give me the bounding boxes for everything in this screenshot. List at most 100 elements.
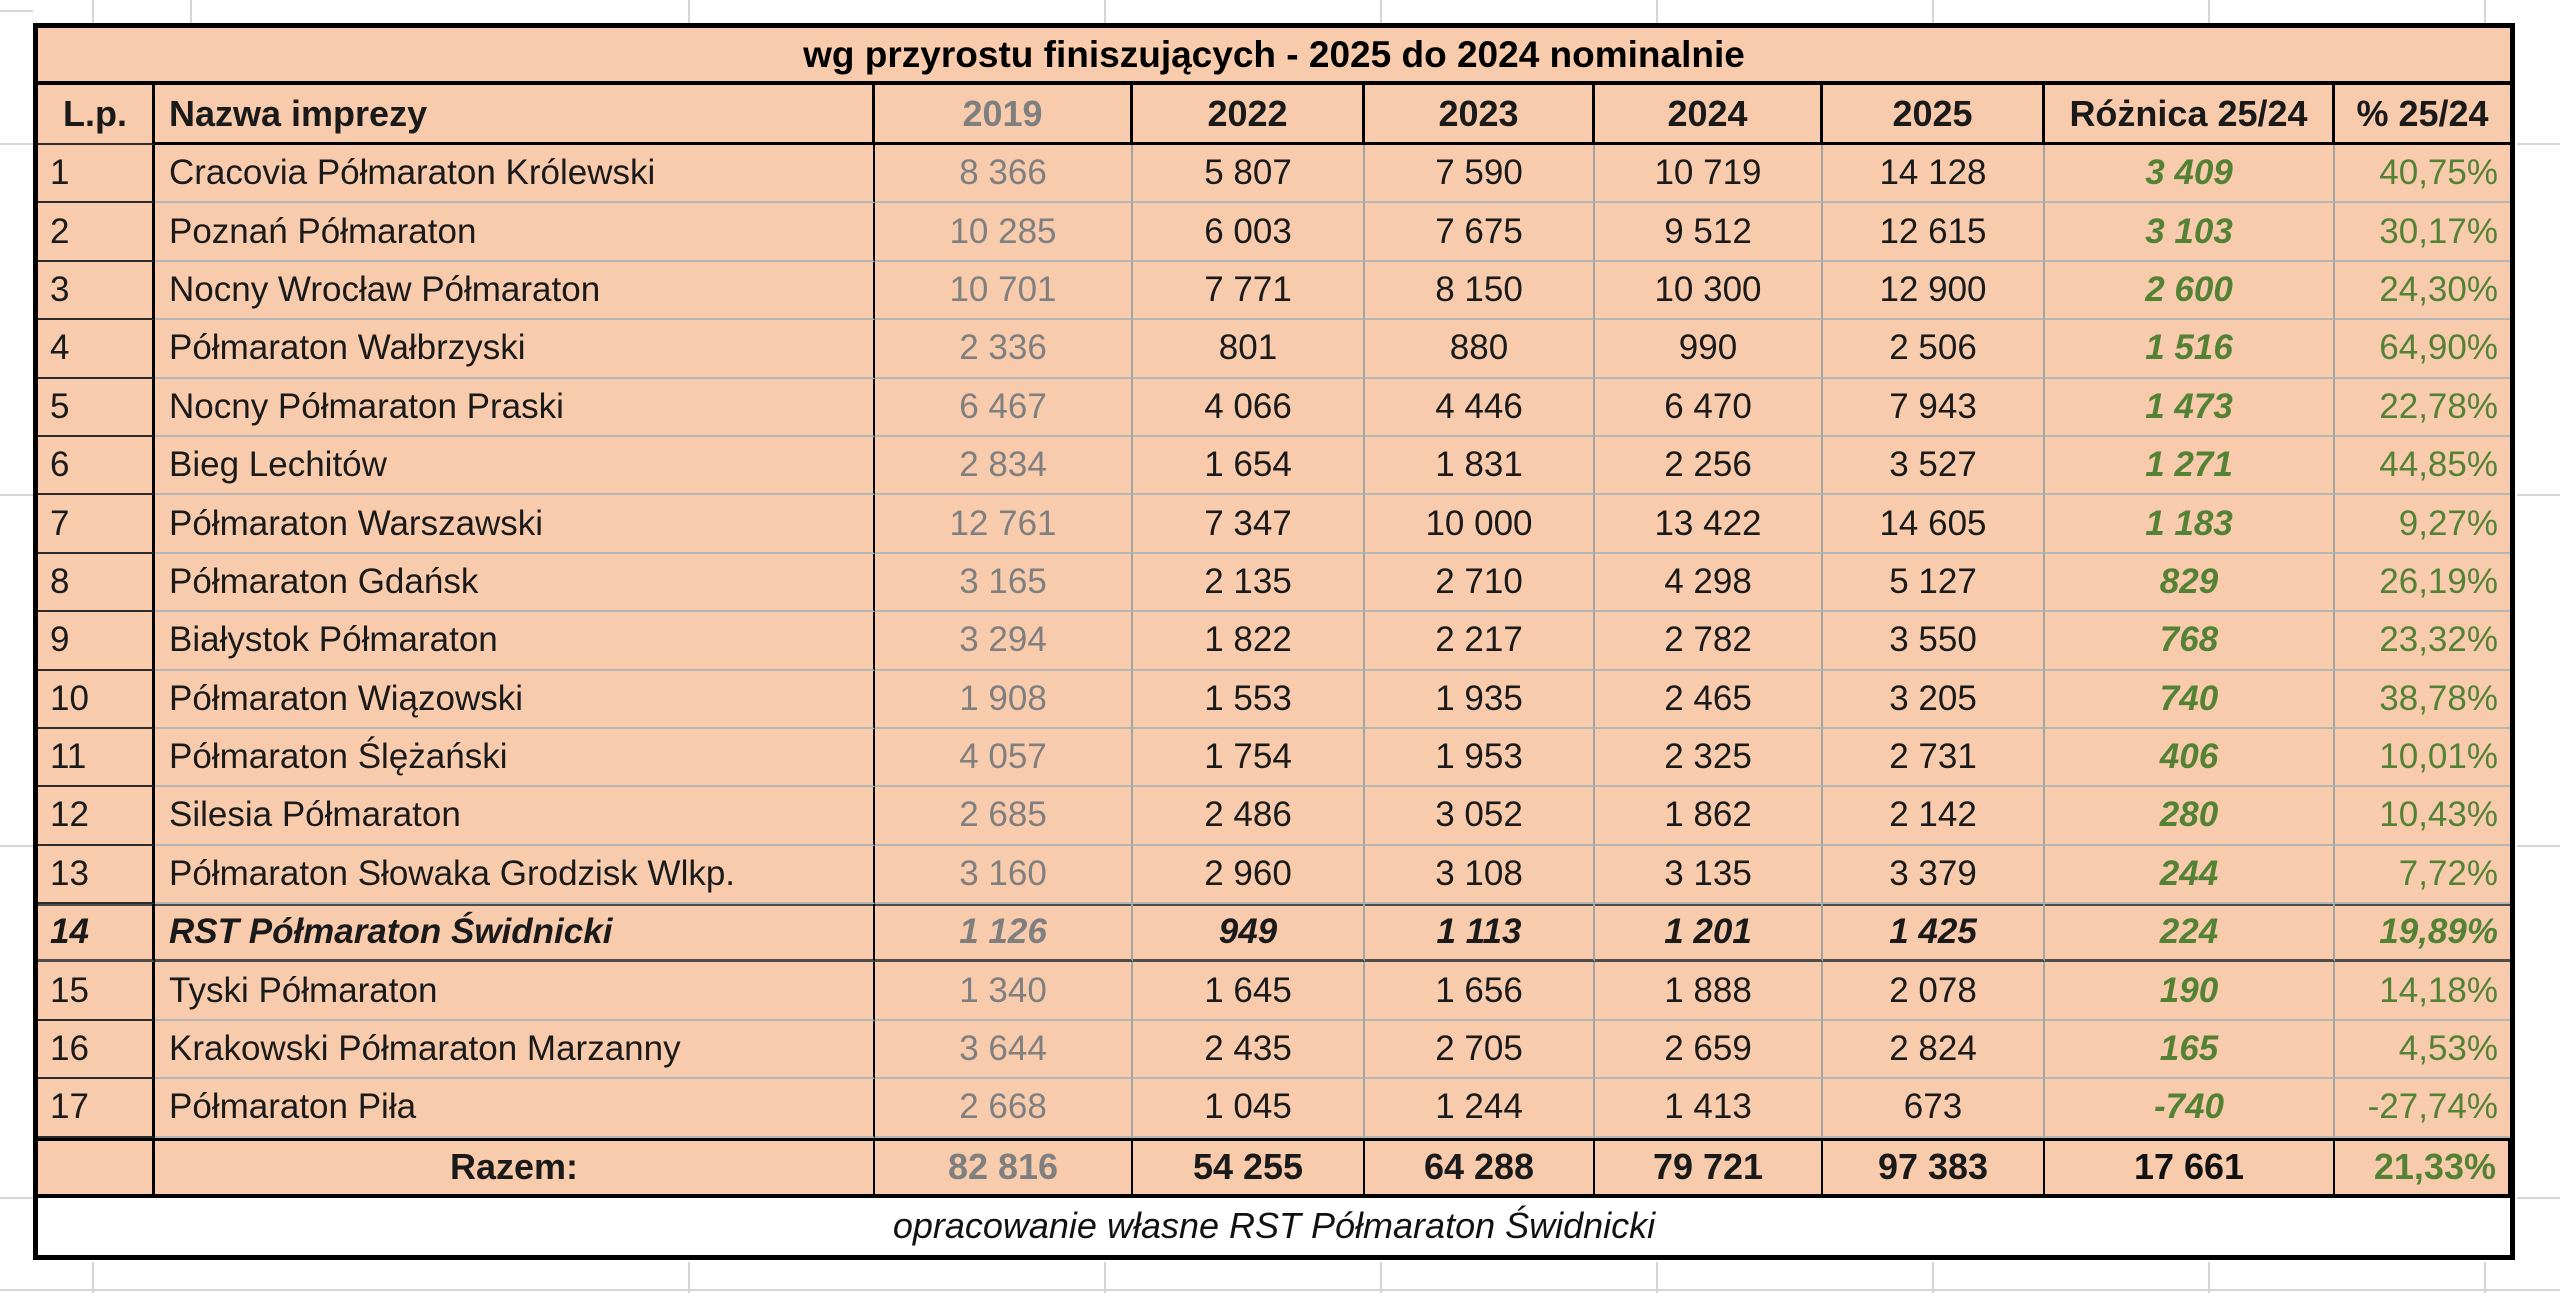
cell-pct-row-10[interactable]: 38,78% [2335,671,2510,729]
cell-name-row-9[interactable]: Białystok Półmaraton [155,612,875,671]
cell-y2019-row-12[interactable]: 2 685 [875,787,1133,846]
cell-lp-row-14[interactable]: 14 [38,904,155,963]
cell-pct-row-12[interactable]: 10,43% [2335,787,2510,846]
cell-diff-row-17[interactable]: -740 [2045,1079,2335,1138]
cell-y2023-row-16[interactable]: 2 705 [1365,1020,1595,1080]
cell-diff-row-1[interactable]: 3 409 [2045,145,2335,204]
cell-y2022-row-8[interactable]: 2 135 [1133,553,1365,613]
cell-y2022-row-17[interactable]: 1 045 [1133,1079,1365,1138]
cell-y2024-row-13[interactable]: 3 135 [1595,845,1823,905]
table-footer-cell[interactable]: opracowanie własne RST Półmaraton Świdni… [38,1197,2510,1255]
cell-y2023-row-15[interactable]: 1 656 [1365,962,1595,1021]
cell-pct-row-7[interactable]: 9,27% [2335,495,2510,554]
cell-pct-row-14[interactable]: 19,89% [2335,904,2510,963]
cell-diff-total[interactable]: 17 661 [2045,1137,2335,1198]
cell-lp-row-9[interactable]: 9 [38,612,155,671]
cell-y2025-row-3[interactable]: 12 900 [1823,261,2045,321]
cell-y2025-row-10[interactable]: 3 205 [1823,670,2045,729]
cell-diff-row-9[interactable]: 768 [2045,612,2335,671]
cell-y2023-row-8[interactable]: 2 710 [1365,553,1595,613]
cell-y2022-row-5[interactable]: 4 066 [1133,378,1365,437]
cell-name-row-2[interactable]: Poznań Półmaraton [155,203,875,262]
cell-diff-row-16[interactable]: 165 [2045,1020,2335,1080]
cell-label-total[interactable]: Razem: [155,1137,875,1198]
cell-pct-row-9[interactable]: 23,32% [2335,612,2510,671]
cell-y2024-row-11[interactable]: 2 325 [1595,728,1823,788]
cell-y2024-row-9[interactable]: 2 782 [1595,612,1823,671]
cell-y2024-row-16[interactable]: 2 659 [1595,1020,1823,1080]
cell-y2019-row-2[interactable]: 10 285 [875,203,1133,262]
cell-name-row-3[interactable]: Nocny Wrocław Półmaraton [155,261,875,321]
cell-diff-row-11[interactable]: 406 [2045,728,2335,788]
header-2025[interactable]: 2025 [1823,85,2045,145]
cell-y2023-row-13[interactable]: 3 108 [1365,845,1595,905]
cell-lp-row-7[interactable]: 7 [38,495,155,554]
cell-name-row-16[interactable]: Krakowski Półmaraton Marzanny [155,1020,875,1080]
cell-y2024-row-2[interactable]: 9 512 [1595,203,1823,262]
cell-name-row-13[interactable]: Półmaraton Słowaka Grodzisk Wlkp. [155,845,875,905]
cell-y2023-row-2[interactable]: 7 675 [1365,203,1595,262]
cell-y2023-row-3[interactable]: 8 150 [1365,261,1595,321]
cell-lp-row-3[interactable]: 3 [38,261,155,321]
cell-lp-row-12[interactable]: 12 [38,787,155,846]
cell-y2023-row-6[interactable]: 1 831 [1365,436,1595,496]
cell-y2023-row-1[interactable]: 7 590 [1365,145,1595,204]
cell-y2025-row-5[interactable]: 7 943 [1823,378,2045,437]
cell-y2022-row-6[interactable]: 1 654 [1133,436,1365,496]
cell-name-row-12[interactable]: Silesia Półmaraton [155,787,875,846]
cell-y2025-row-14[interactable]: 1 425 [1823,904,2045,963]
cell-name-row-17[interactable]: Półmaraton Piła [155,1079,875,1138]
cell-lp-row-11[interactable]: 11 [38,728,155,788]
cell-y2025-row-2[interactable]: 12 615 [1823,203,2045,262]
cell-y2019-row-9[interactable]: 3 294 [875,612,1133,671]
cell-2025-total[interactable]: 97 383 [1823,1137,2045,1198]
cell-y2019-row-14[interactable]: 1 126 [875,904,1133,963]
cell-lp-row-4[interactable]: 4 [38,320,155,379]
cell-pct-row-1[interactable]: 40,75% [2335,145,2510,204]
cell-y2022-row-12[interactable]: 2 486 [1133,787,1365,846]
cell-y2022-row-4[interactable]: 801 [1133,320,1365,379]
cell-y2025-row-6[interactable]: 3 527 [1823,436,2045,496]
cell-name-row-7[interactable]: Półmaraton Warszawski [155,495,875,554]
cell-pct-row-5[interactable]: 22,78% [2335,379,2510,437]
cell-y2022-row-15[interactable]: 1 645 [1133,962,1365,1021]
cell-y2019-row-8[interactable]: 3 165 [875,553,1133,613]
cell-y2025-row-1[interactable]: 14 128 [1823,145,2045,204]
cell-y2019-row-17[interactable]: 2 668 [875,1079,1133,1138]
header-2024[interactable]: 2024 [1595,85,1823,145]
cell-pct-row-3[interactable]: 24,30% [2335,262,2510,321]
cell-y2025-row-11[interactable]: 2 731 [1823,728,2045,788]
cell-y2023-row-14[interactable]: 1 113 [1365,904,1595,963]
cell-y2024-row-1[interactable]: 10 719 [1595,145,1823,204]
cell-diff-row-6[interactable]: 1 271 [2045,436,2335,496]
cell-y2019-row-7[interactable]: 12 761 [875,495,1133,554]
cell-diff-row-5[interactable]: 1 473 [2045,378,2335,437]
cell-y2022-row-1[interactable]: 5 807 [1133,145,1365,204]
cell-y2025-row-12[interactable]: 2 142 [1823,787,2045,846]
cell-name-row-5[interactable]: Nocny Półmaraton Praski [155,378,875,437]
cell-pct-row-17[interactable]: -27,74% [2335,1079,2510,1138]
cell-diff-row-15[interactable]: 190 [2045,962,2335,1021]
cell-y2019-row-5[interactable]: 6 467 [875,378,1133,437]
cell-y2025-row-16[interactable]: 2 824 [1823,1020,2045,1080]
cell-lp-row-6[interactable]: 6 [38,436,155,496]
cell-lp-row-16[interactable]: 16 [38,1020,155,1080]
cell-name-row-14[interactable]: RST Półmaraton Świdnicki [155,904,875,963]
header-2023[interactable]: 2023 [1365,85,1595,145]
cell-diff-row-13[interactable]: 244 [2045,845,2335,905]
cell-y2023-row-10[interactable]: 1 935 [1365,670,1595,729]
cell-y2024-row-15[interactable]: 1 888 [1595,962,1823,1021]
cell-y2024-row-4[interactable]: 990 [1595,320,1823,379]
cell-diff-row-7[interactable]: 1 183 [2045,495,2335,554]
cell-diff-row-12[interactable]: 280 [2045,787,2335,846]
cell-lp-total[interactable] [38,1137,155,1198]
cell-y2023-row-4[interactable]: 880 [1365,320,1595,379]
cell-y2024-row-3[interactable]: 10 300 [1595,261,1823,321]
cell-lp-row-2[interactable]: 2 [38,203,155,262]
cell-lp-row-13[interactable]: 13 [38,845,155,905]
cell-y2022-row-10[interactable]: 1 553 [1133,670,1365,729]
cell-name-row-4[interactable]: Półmaraton Wałbrzyski [155,320,875,379]
cell-y2022-row-3[interactable]: 7 771 [1133,261,1365,321]
cell-name-row-15[interactable]: Tyski Półmaraton [155,962,875,1021]
cell-y2022-row-14[interactable]: 949 [1133,904,1365,963]
